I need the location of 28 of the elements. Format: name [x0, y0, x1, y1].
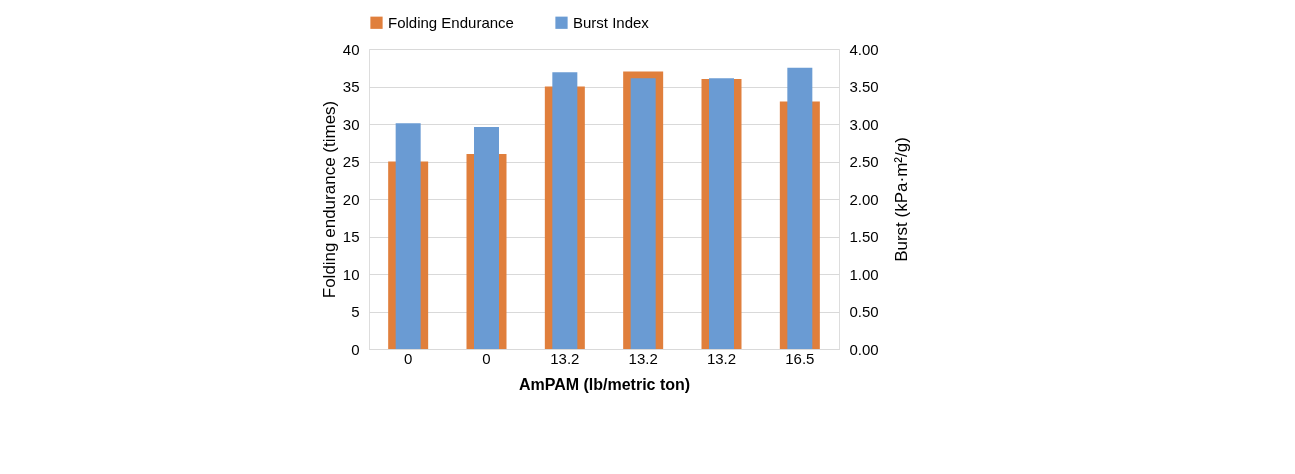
y2-tick-label: 2.50 — [849, 153, 879, 170]
y2-axis-title: Burst (kPa·m²/g) — [891, 137, 911, 262]
y2-tick-label: 3.50 — [849, 78, 879, 95]
y-axis-title: Folding endurance (times) — [319, 100, 339, 299]
y2-tick-label: 1.00 — [849, 265, 879, 283]
x-tick-label: 0 — [403, 349, 413, 367]
x-tick-label: 13.2 — [628, 349, 658, 367]
y2-tick-label: 0.00 — [849, 340, 879, 358]
y-tick-label: 40 — [342, 40, 360, 58]
y2-tick-label: 4.00 — [849, 40, 879, 58]
x-axis-title: AmPAM (lb/metric ton) — [518, 375, 691, 393]
x-tick-label: 13.2 — [550, 349, 580, 367]
x-tick-label: 0 — [482, 349, 491, 367]
legend-label: Burst Index — [573, 13, 650, 31]
x-tick-label: 13.2 — [706, 349, 737, 367]
y-tick-label: 5 — [351, 303, 360, 320]
y-tick-label: 30 — [342, 115, 360, 133]
y2-tick-label: 2.00 — [849, 190, 879, 208]
y-tick-label: 20 — [342, 190, 360, 208]
y-tick-label: 25 — [342, 153, 360, 170]
y-tick-label: 10 — [342, 265, 360, 283]
y-tick-label: 15 — [342, 228, 360, 245]
y2-tick-label: 0.50 — [849, 303, 879, 320]
y2-tick-label: 3.00 — [849, 115, 879, 133]
y-tick-label: 35 — [342, 78, 360, 95]
y2-tick-label: 1.50 — [849, 228, 879, 245]
x-tick-label: 16.5 — [785, 349, 815, 367]
legend-label: Folding Endurance — [388, 13, 514, 31]
